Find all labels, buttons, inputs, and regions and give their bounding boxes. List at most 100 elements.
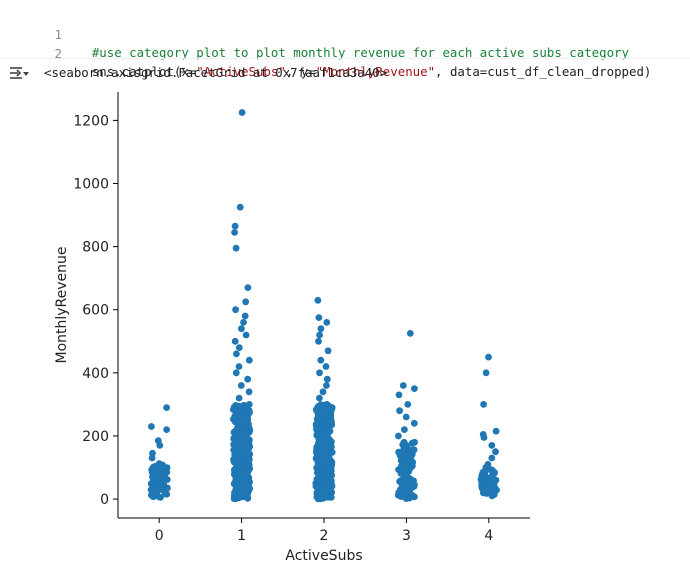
data-point	[315, 314, 323, 321]
data-point	[231, 337, 239, 345]
data-point	[324, 452, 332, 460]
data-point	[155, 471, 162, 478]
series-3	[394, 330, 418, 502]
data-point	[236, 203, 244, 211]
data-point	[243, 434, 250, 441]
x-tick-label: 2	[320, 528, 329, 544]
data-point	[327, 494, 335, 501]
data-point	[245, 476, 252, 484]
series-0	[147, 404, 171, 501]
data-point	[395, 432, 402, 440]
data-point	[405, 462, 412, 470]
data-point	[395, 491, 403, 499]
code-line-1: 1 #use category plot to plot monthly rev…	[55, 8, 629, 80]
data-point	[235, 344, 243, 351]
data-point	[243, 417, 251, 424]
data-point	[231, 465, 239, 473]
data-point	[245, 461, 253, 469]
x-tick-label: 3	[402, 528, 411, 544]
data-point	[149, 449, 156, 457]
data-point	[480, 401, 487, 408]
data-point	[235, 415, 243, 423]
data-point	[241, 312, 249, 320]
data-point	[161, 476, 169, 484]
data-point	[323, 319, 331, 326]
x-tick-label: 0	[155, 528, 164, 544]
data-point	[230, 428, 238, 436]
data-point	[234, 423, 242, 431]
data-point	[242, 298, 250, 306]
data-point	[486, 474, 493, 482]
data-point	[237, 382, 245, 389]
data-point	[322, 491, 330, 499]
data-point	[401, 426, 408, 433]
data-point	[238, 457, 246, 465]
series-1	[230, 109, 254, 503]
data-point	[245, 388, 253, 396]
data-point	[237, 439, 245, 447]
line-number: 2	[54, 46, 62, 61]
data-point	[395, 391, 403, 399]
data-point	[411, 438, 418, 446]
data-point	[322, 470, 330, 477]
cell-divider	[0, 58, 690, 59]
data-point	[327, 415, 335, 422]
data-point	[235, 363, 243, 370]
data-point	[320, 412, 327, 420]
data-point	[410, 419, 418, 427]
data-point	[323, 401, 331, 408]
data-point	[406, 494, 413, 502]
data-point	[230, 492, 238, 500]
data-point	[314, 296, 322, 304]
code-cell[interactable]: 1 #use category plot to plot monthly rev…	[0, 0, 690, 79]
data-point	[244, 375, 252, 383]
data-point	[314, 463, 322, 471]
data-point	[398, 476, 405, 484]
x-axis-label: ActiveSubs	[285, 548, 362, 564]
data-point	[321, 484, 329, 492]
data-point	[400, 441, 408, 449]
y-axis-label: MonthlyRevenue	[54, 246, 70, 363]
data-point	[317, 356, 325, 364]
output-text: <seaborn.axisgrid.FacetGrid at 0x7faaf1c…	[44, 65, 388, 80]
data-point	[490, 491, 498, 498]
data-point	[241, 493, 249, 500]
data-point	[327, 477, 335, 485]
data-point	[314, 443, 322, 450]
data-point	[163, 426, 171, 433]
data-point	[237, 408, 245, 416]
data-point	[323, 382, 330, 389]
data-point	[492, 448, 499, 456]
code-arg-x: x=	[181, 64, 197, 79]
chart: 0 200 400 600 800 1000 1200 0 1 2 3 4 ActiveSubs Mont…	[0, 84, 690, 570]
data-point	[148, 468, 156, 476]
data-point	[477, 476, 485, 483]
output-toggle-icon[interactable]	[8, 64, 30, 84]
data-point	[396, 452, 404, 459]
data-point	[484, 461, 492, 468]
data-point	[491, 469, 498, 476]
data-point	[406, 330, 414, 337]
data-point	[319, 454, 327, 462]
data-point	[244, 449, 252, 457]
data-point	[478, 484, 486, 492]
data-point	[232, 478, 239, 486]
data-point	[154, 437, 162, 445]
data-point	[401, 467, 408, 475]
data-point	[492, 427, 500, 435]
data-point	[324, 347, 332, 355]
data-point	[231, 405, 239, 412]
y-tick-label: 600	[82, 303, 109, 319]
data-point	[232, 306, 240, 314]
data-point	[148, 423, 155, 430]
data-point	[322, 363, 330, 370]
data-point	[149, 491, 156, 499]
data-point	[323, 375, 331, 383]
data-point	[485, 353, 492, 361]
data-point	[323, 439, 331, 447]
code-string-y: "MonthlyRevenue"	[315, 64, 436, 79]
data-point	[312, 406, 320, 414]
data-point	[396, 407, 403, 415]
data-point	[402, 413, 410, 421]
data-point	[404, 401, 412, 408]
